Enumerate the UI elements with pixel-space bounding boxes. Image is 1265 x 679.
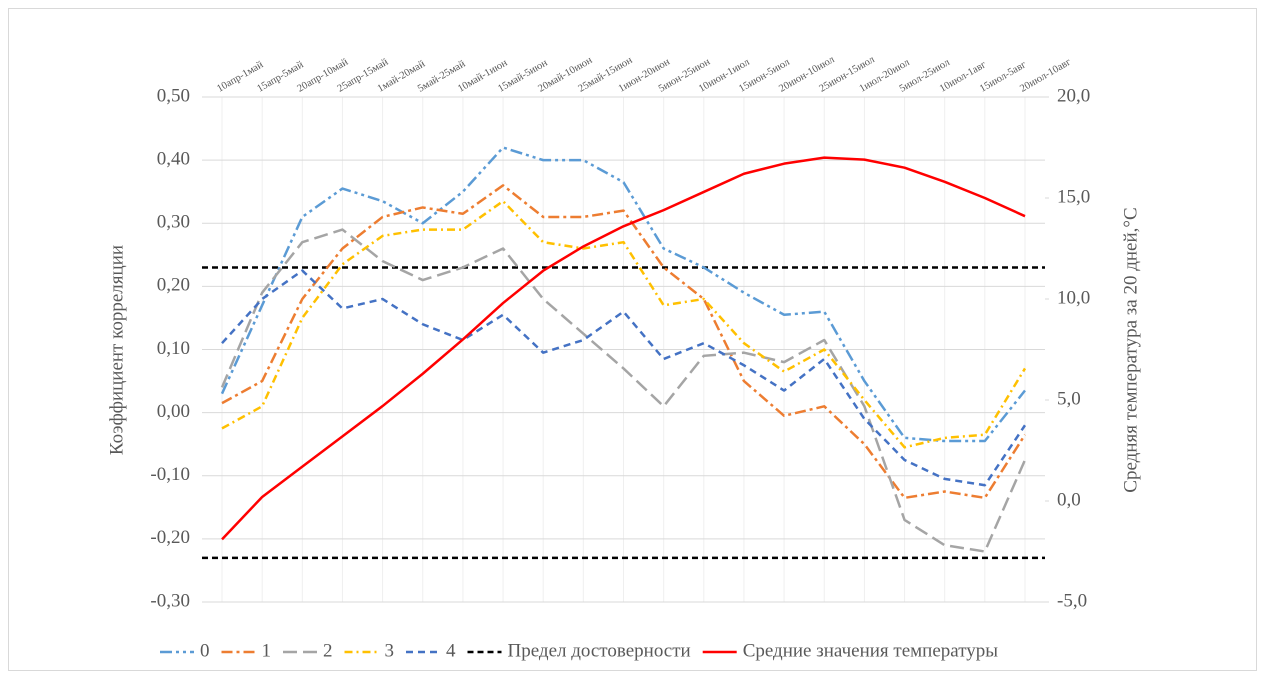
legend-label: 1 (262, 640, 272, 661)
legend-label: 2 (323, 640, 333, 661)
y2-axis-title: Средняя температура за 20 дней,°C (1120, 207, 1141, 492)
y-tick-label: -0,20 (150, 527, 190, 548)
y2-tick-label: 0,0 (1057, 489, 1081, 510)
y-tick-label: -0,10 (150, 464, 190, 485)
series-line (221, 184, 1027, 500)
y-tick-label: 0,10 (157, 338, 190, 359)
series-line (221, 156, 1026, 541)
y-tick-label: 0,40 (157, 148, 190, 169)
legend-label: 3 (385, 640, 395, 661)
legend-label: Предел достоверности (508, 640, 691, 661)
series-line (221, 199, 1027, 449)
series-line (220, 146, 1026, 443)
legend-label: 4 (446, 640, 456, 661)
y-tick-label: 0,00 (157, 401, 190, 422)
legend-label: 0 (200, 640, 210, 661)
y-tick-label: -0,30 (150, 590, 190, 611)
y-tick-label: 0,30 (157, 212, 190, 233)
y2-tick-label: 10,0 (1057, 287, 1090, 308)
y-tick-label: 0,20 (157, 275, 190, 296)
chart-frame (8, 8, 1257, 671)
y2-tick-label: 20,0 (1057, 85, 1090, 106)
y-tick-label: 0,50 (157, 85, 190, 106)
y2-tick-label: -5,0 (1057, 590, 1087, 611)
series-line (220, 228, 1027, 553)
y2-tick-label: 5,0 (1057, 388, 1081, 409)
y2-tick-label: 15,0 (1057, 186, 1090, 207)
y-axis-title: Коэффициент корреляции (106, 245, 127, 455)
legend-label: Средние значения температуры (743, 640, 999, 661)
